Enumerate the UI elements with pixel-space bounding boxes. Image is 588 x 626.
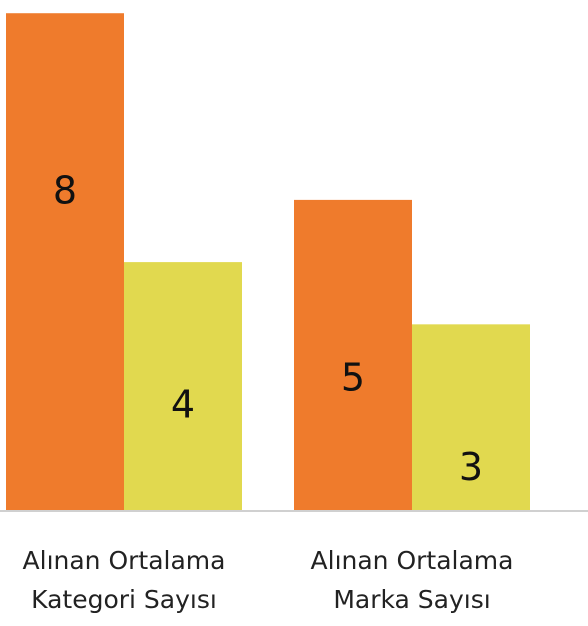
- data-label-series2-cat1: 4: [171, 383, 195, 427]
- category-labels-layer: Alınan Ortalama Kategori Sayısı Alınan Ort…: [23, 546, 514, 614]
- bar-series2-cat1: [124, 262, 242, 511]
- bar-series2-cat2: [412, 324, 530, 511]
- category-label-2-line-2: Marka Sayısı: [333, 585, 490, 614]
- bar-series1-cat1: [6, 13, 124, 511]
- data-label-series1-cat1: 8: [53, 169, 77, 213]
- bars-layer: [6, 13, 530, 511]
- bar-series1-cat2: [294, 199, 412, 511]
- category-label-2-line-1: Alınan Ortalama: [311, 546, 514, 575]
- category-label-1-line-2: Kategori Sayısı: [31, 585, 217, 614]
- value-labels-layer: 8 5 4 3: [53, 169, 483, 489]
- data-label-series1-cat2: 5: [341, 355, 365, 399]
- category-label-1-line-1: Alınan Ortalama: [23, 546, 226, 575]
- data-label-series2-cat2: 3: [459, 445, 483, 489]
